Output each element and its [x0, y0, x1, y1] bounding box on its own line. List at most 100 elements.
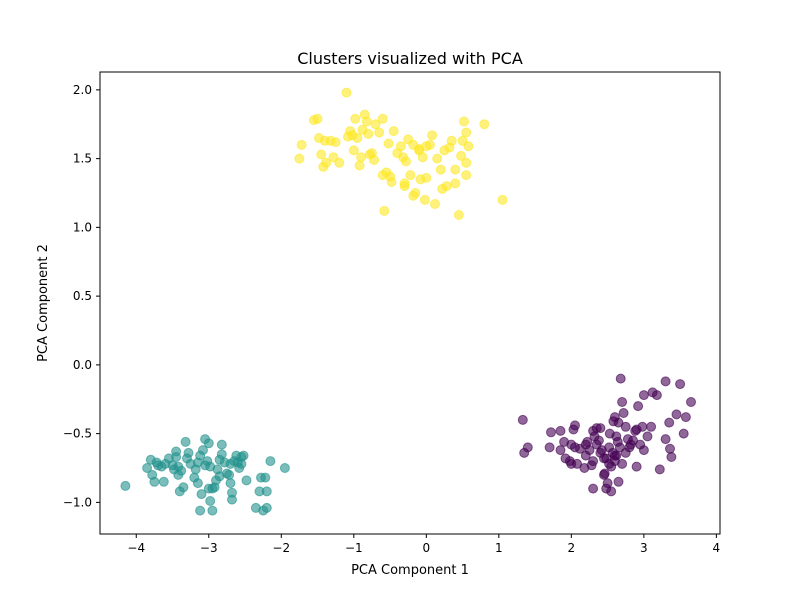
data-point — [316, 149, 327, 160]
data-point — [595, 447, 606, 458]
data-point — [450, 164, 461, 175]
data-point — [453, 210, 464, 220]
data-point — [566, 458, 577, 469]
data-point — [461, 170, 472, 181]
data-point — [660, 434, 671, 445]
data-point — [546, 427, 556, 438]
data-point — [224, 469, 235, 480]
data-point — [178, 482, 189, 493]
data-point — [638, 390, 649, 401]
data-point — [432, 153, 443, 164]
data-point — [120, 480, 131, 491]
data-point — [631, 461, 642, 472]
x-tick-label: 2 — [568, 541, 576, 555]
points-layer — [120, 87, 696, 516]
y-axis-label: PCA Component 2 — [36, 244, 51, 362]
data-point — [555, 425, 566, 436]
data-point — [435, 164, 446, 175]
data-point — [570, 420, 580, 431]
data-point — [646, 421, 657, 432]
data-point — [352, 133, 363, 143]
data-point — [497, 194, 508, 205]
data-point — [588, 456, 599, 467]
x-tick-label: −2 — [272, 541, 290, 555]
data-point — [665, 443, 675, 454]
data-point — [419, 194, 430, 205]
data-point — [654, 464, 665, 475]
data-point — [261, 486, 272, 497]
data-point — [430, 199, 440, 209]
ticks-layer: −4 −3 −2 −1 0 1 2 3 4 −1.0 −0.5 0.0 0.5 1.0 1.5 2.0 — [63, 83, 720, 555]
data-point — [555, 445, 566, 456]
data-point — [446, 135, 457, 146]
data-point — [160, 458, 171, 469]
y-tick-label: −1.0 — [63, 495, 92, 509]
data-point — [363, 128, 374, 139]
data-point — [544, 442, 555, 453]
data-point — [593, 435, 604, 446]
data-point — [198, 445, 208, 456]
data-point — [203, 438, 214, 449]
data-point — [459, 116, 469, 127]
data-point — [261, 502, 272, 513]
y-tick-label: 0.5 — [73, 289, 92, 303]
data-point — [461, 157, 472, 168]
data-point — [207, 505, 218, 516]
data-point — [450, 178, 461, 189]
data-point — [200, 460, 211, 471]
data-point — [241, 475, 252, 486]
x-tick-label: 0 — [422, 541, 430, 555]
data-point — [405, 170, 416, 181]
data-point — [142, 463, 153, 473]
data-point — [620, 421, 631, 432]
data-point — [341, 87, 352, 98]
data-point — [388, 126, 399, 137]
data-point — [279, 463, 290, 473]
data-point — [618, 408, 629, 418]
data-point — [395, 141, 406, 152]
data-point — [149, 476, 160, 487]
data-point — [383, 138, 394, 149]
x-tick-label: −1 — [345, 541, 363, 555]
data-point — [350, 113, 361, 124]
y-tick-label: 1.0 — [73, 220, 92, 234]
data-point — [686, 397, 696, 407]
data-point — [519, 447, 530, 458]
data-point — [225, 458, 236, 469]
data-point — [173, 461, 184, 472]
data-point — [236, 458, 247, 469]
data-point — [678, 428, 689, 439]
data-point — [609, 450, 620, 461]
data-point — [602, 478, 613, 489]
data-point — [651, 390, 662, 401]
data-point — [642, 431, 653, 442]
data-point — [680, 412, 691, 423]
data-point — [205, 496, 216, 506]
x-tick-label: 1 — [495, 541, 503, 555]
data-point — [374, 127, 385, 138]
y-tick-label: 0.0 — [73, 358, 92, 372]
data-point — [312, 113, 323, 124]
data-point — [330, 137, 341, 148]
data-point — [599, 469, 609, 480]
data-point — [633, 401, 644, 412]
data-point — [666, 452, 677, 462]
data-point — [238, 450, 249, 461]
data-point — [334, 157, 345, 168]
data-point — [408, 190, 419, 201]
data-point — [675, 379, 686, 390]
data-point — [225, 478, 236, 489]
data-point — [456, 150, 467, 161]
data-point — [617, 458, 628, 469]
data-point — [192, 478, 203, 489]
x-tick-label: −4 — [127, 541, 145, 555]
data-point — [370, 119, 381, 130]
data-point — [613, 476, 624, 487]
data-point — [617, 397, 628, 407]
chart-title: Clusters visualized with PCA — [297, 49, 523, 68]
data-point — [377, 113, 388, 124]
data-point — [615, 373, 626, 384]
data-point — [182, 453, 192, 464]
data-point — [377, 170, 388, 181]
